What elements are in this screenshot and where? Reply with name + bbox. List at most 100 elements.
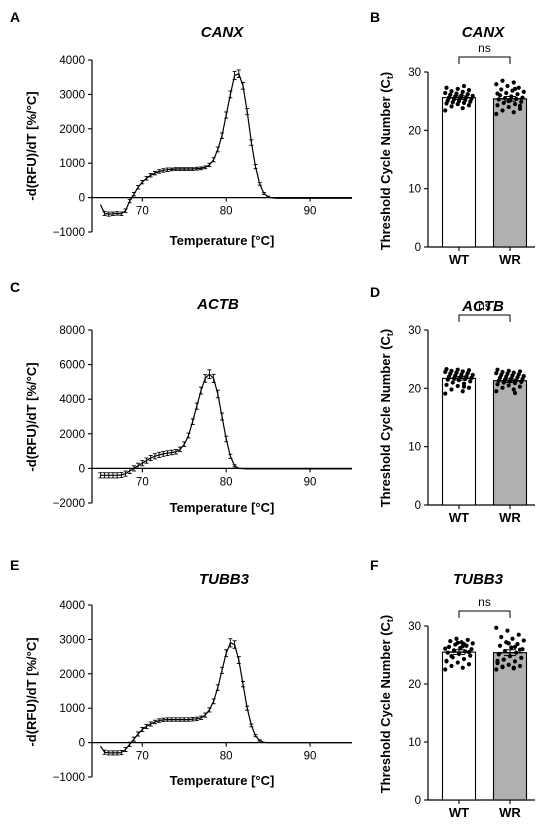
data-point [515, 641, 520, 647]
data-point [517, 369, 523, 374]
x-tick-label: 70 [136, 751, 149, 763]
data-point [449, 387, 454, 392]
data-point [505, 83, 510, 89]
y-tick-label: 10 [408, 737, 421, 749]
data-point [470, 641, 475, 646]
data-point [506, 641, 511, 646]
data-point [511, 370, 516, 375]
data-point [460, 106, 465, 111]
y-axis-label-close: ) [378, 615, 393, 619]
data-point [449, 368, 454, 373]
data-point [497, 643, 503, 648]
data-point [443, 391, 448, 396]
data-point [466, 103, 472, 108]
data-point [500, 108, 505, 113]
bar-wr [492, 652, 528, 801]
panel-a-melt-curve: A CANX -d(RFU)/dT [%/°C] Temperature [°C… [10, 9, 352, 248]
data-point [512, 390, 518, 396]
category-label: WR [499, 805, 521, 820]
y-tick-label: −1000 [53, 772, 85, 784]
category-label: WR [499, 510, 521, 525]
y-tick-label: 30 [408, 325, 421, 337]
panel-letter: E [10, 557, 19, 573]
data-point [466, 385, 472, 390]
data-point [495, 382, 500, 387]
melt-curve-line [100, 373, 352, 476]
data-point [468, 379, 473, 384]
data-point [449, 654, 454, 659]
data-point [494, 625, 499, 630]
data-point [455, 86, 460, 92]
data-point [506, 383, 511, 388]
data-point [495, 91, 500, 96]
data-point [510, 636, 515, 641]
data-point [517, 384, 523, 389]
category-label: WR [499, 252, 521, 267]
data-point [461, 384, 467, 389]
y-axis-label-close: ) [378, 72, 393, 76]
y-tick-label: 0 [415, 242, 421, 254]
data-point [494, 111, 499, 117]
x-tick-label: 90 [304, 751, 317, 763]
y-tick-label: 30 [408, 621, 421, 633]
melt-curve-line [99, 73, 352, 215]
y-tick-label: 1000 [59, 158, 85, 170]
panel-letter: D [370, 284, 380, 300]
data-point [450, 380, 455, 385]
x-axis-label: Temperature [°C] [170, 773, 275, 788]
data-point [460, 665, 465, 670]
data-point [516, 85, 521, 90]
data-point [461, 641, 467, 647]
panel-b-ct-bars: B CANX Threshold Cycle Number (Ct) 0 10 20… [370, 9, 535, 267]
x-tick-label: 90 [304, 476, 317, 488]
data-point [460, 389, 465, 394]
y-axis-label: Threshold Cycle Number (Ct) [378, 329, 395, 508]
y-tick-label: 20 [408, 383, 421, 395]
data-point [519, 99, 524, 104]
data-point [494, 389, 499, 394]
bar-wt [441, 97, 477, 248]
x-tick-label: 80 [220, 476, 233, 488]
data-point [501, 657, 506, 662]
x-tick-label: 70 [136, 206, 149, 218]
y-axis-label-subscript: t [385, 619, 395, 622]
data-point [515, 92, 520, 97]
data-point [506, 368, 511, 373]
category-label: WT [449, 252, 469, 267]
data-point [444, 85, 449, 90]
y-tick-label: 4000 [59, 600, 85, 612]
y-tick-label: 0 [79, 193, 85, 205]
bar-wr [492, 380, 528, 506]
y-tick-label: 2000 [59, 669, 85, 681]
data-point [500, 385, 505, 390]
significance-bracket [458, 610, 511, 618]
y-tick-label: 8000 [59, 325, 85, 337]
data-point [444, 382, 449, 387]
data-point [443, 646, 448, 651]
chart-title: ACTB [196, 296, 239, 313]
data-point [461, 656, 467, 662]
y-axis-label: Threshold Cycle Number (Ct) [378, 72, 395, 251]
panel-d-ct-bars: D ACTB Threshold Cycle Number (Ct) 0 10 20… [370, 284, 535, 525]
significance-label: ns [478, 595, 491, 609]
data-point [500, 369, 505, 375]
data-point [470, 93, 475, 99]
data-point [460, 89, 465, 94]
y-tick-label: 10 [408, 184, 421, 196]
x-axis-label: Temperature [°C] [170, 500, 275, 515]
panel-c-melt-curve: C ACTB -d(RFU)/dT [%/°C] Temperature [°C… [10, 279, 352, 515]
data-point [516, 632, 521, 637]
data-point [444, 366, 449, 372]
data-point [455, 640, 460, 645]
data-point [494, 82, 499, 87]
y-axis-label-main: Threshold Cycle Number (C [378, 621, 393, 793]
chart-title: TUBB3 [453, 571, 504, 588]
data-point [494, 667, 499, 672]
y-tick-label: 0 [79, 463, 85, 475]
data-point [455, 367, 460, 372]
panel-letter: F [370, 557, 379, 573]
data-point [449, 104, 454, 109]
bar-wr [492, 98, 528, 248]
y-tick-label: 0 [415, 500, 421, 512]
y-tick-label: 6000 [59, 360, 85, 372]
